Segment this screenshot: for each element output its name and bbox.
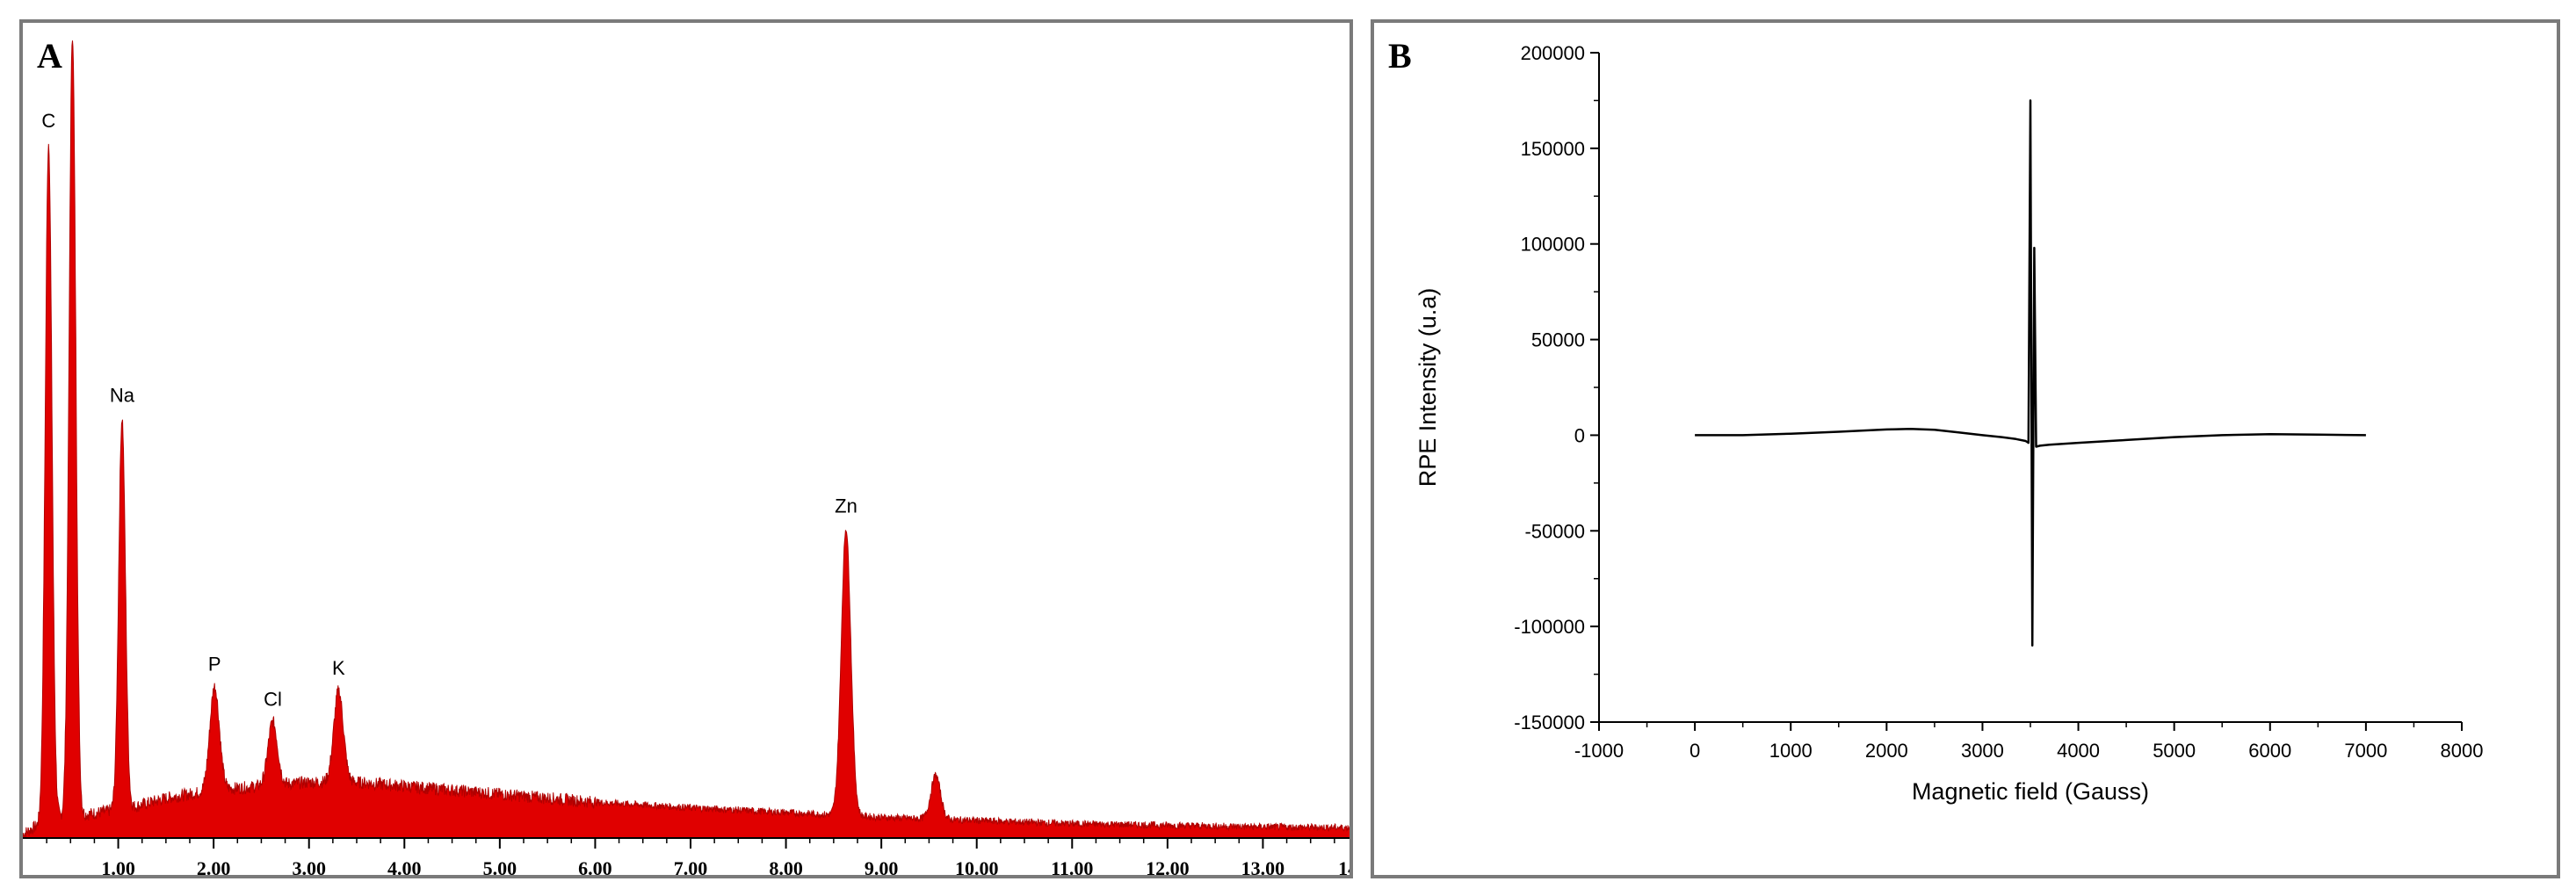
- x-tick-label: 3.00: [292, 857, 326, 875]
- peak-label-zn: Zn: [835, 495, 857, 517]
- x-tick-label: 13.00: [1241, 857, 1285, 875]
- peak-label-cl: Cl: [264, 688, 282, 710]
- x-axis-title: Magnetic field (Gauss): [1912, 778, 2149, 805]
- peak-label-p: P: [208, 653, 221, 675]
- x-tick-label: 10.00: [955, 857, 999, 875]
- x-tick-label: 4.00: [387, 857, 422, 875]
- x-tick-label: -1000: [1574, 740, 1624, 762]
- y-tick-label: 100000: [1521, 234, 1585, 256]
- eds-spectrum-chart: 1.00 2.00 3.00 4.00 5.00 6.00 7.00 8.00 9.00 10.0…: [23, 23, 1350, 875]
- panel-b: B -150000 -100000 -50000 0 50000 100000 150000…: [1371, 19, 2560, 878]
- y-tick-label: -100000: [1514, 616, 1585, 638]
- x-tick-label: 2.00: [197, 857, 231, 875]
- x-tick-label: 4000: [2057, 740, 2100, 762]
- x-tick-label: 11.00: [1051, 857, 1093, 875]
- panel-a: A 1.00 2.00 3.00 4.00 5.00 6.00 7.00 8.00 9.00 10…: [19, 19, 1353, 878]
- x-tick-label: 2000: [1865, 740, 1908, 762]
- x-tick-label: 12.00: [1146, 857, 1190, 875]
- y-tick-label: 0: [1574, 424, 1585, 446]
- panel-a-label: A: [37, 36, 62, 76]
- peak-label-c: C: [41, 110, 55, 132]
- x-tick-label: 7.00: [674, 857, 708, 875]
- y-tick-label: 200000: [1521, 42, 1585, 64]
- x-tick-label: 0: [1690, 740, 1700, 762]
- x-tick-label: 6.00: [578, 857, 612, 875]
- x-tick-label: 8000: [2441, 740, 2484, 762]
- epr-series-line: [1695, 99, 2366, 647]
- y-tick-label: 50000: [1531, 329, 1585, 351]
- peak-label-na: Na: [110, 385, 135, 407]
- panel-b-label: B: [1388, 36, 1412, 76]
- x-tick-label: 9.00: [865, 857, 899, 875]
- x-tick-label: 14.0(: [1338, 857, 1350, 875]
- x-tick-label: 5.00: [483, 857, 517, 875]
- x-tick-label: 7000: [2344, 740, 2387, 762]
- x-tick-label: 8.00: [769, 857, 803, 875]
- peak-label-k: K: [332, 657, 345, 679]
- x-tick-label: 1000: [1769, 740, 1813, 762]
- x-tick-label: 3000: [1961, 740, 2004, 762]
- x-tick-label: 1.00: [101, 857, 135, 875]
- y-axis-title: RPE Intensity (u.a): [1415, 288, 1441, 488]
- y-tick-label: -50000: [1524, 520, 1585, 542]
- y-tick-label: 150000: [1521, 138, 1585, 160]
- x-tick-label: 6000: [2248, 740, 2291, 762]
- spectrum-area: [23, 40, 1350, 839]
- y-tick-label: -150000: [1514, 712, 1585, 733]
- epr-spectrum-chart: -150000-100000-5000005000010000015000020…: [1415, 42, 2484, 805]
- x-tick-label: 5000: [2153, 740, 2196, 762]
